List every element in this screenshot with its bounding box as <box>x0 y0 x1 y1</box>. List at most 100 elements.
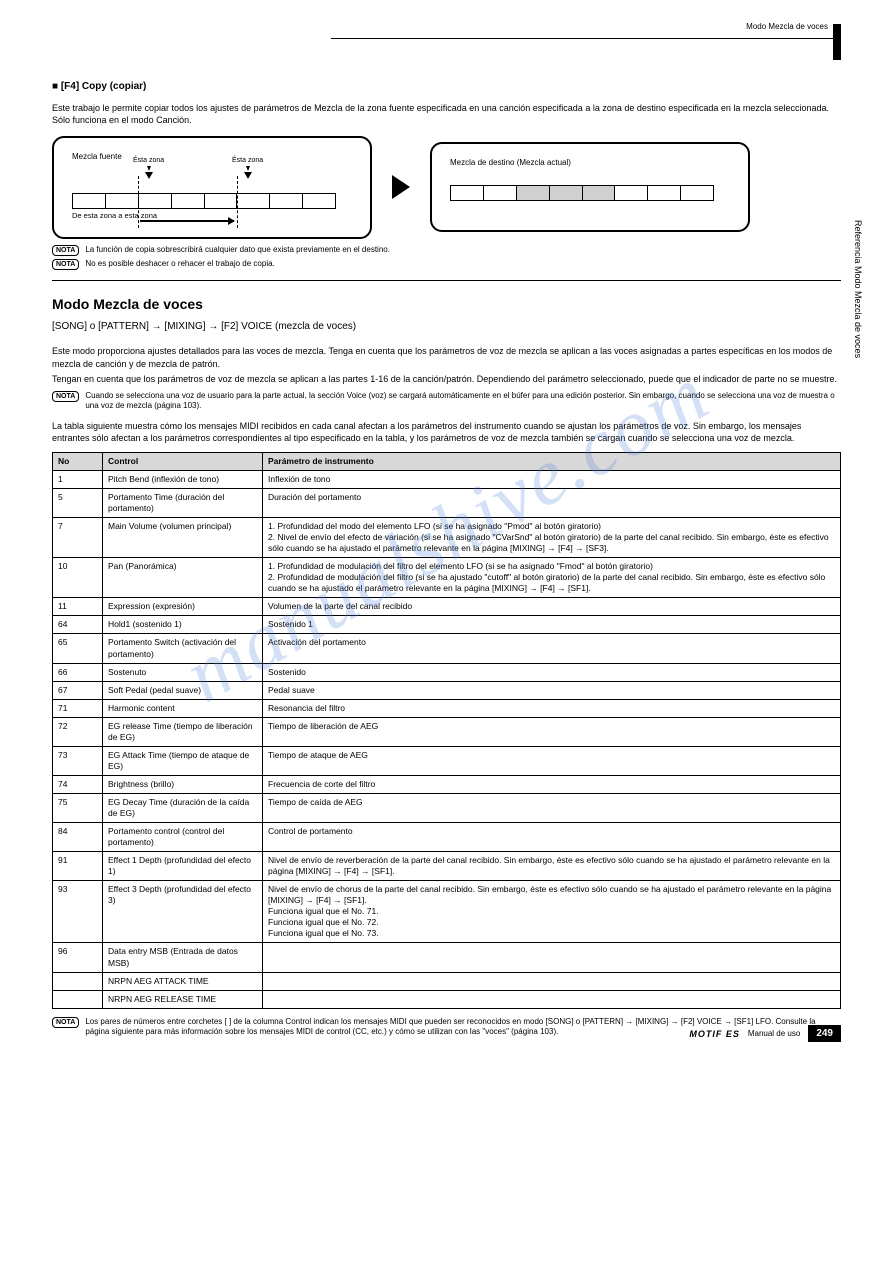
nota-2: NOTA No es posible deshacer o rehacer el… <box>52 259 841 270</box>
table-row: 96Data entry MSB (Entrada de datos MSB) <box>53 943 841 972</box>
table-cell: Harmonic content <box>103 699 263 717</box>
table-cell: Main Volume (volumen principal) <box>103 518 263 558</box>
nota-3: NOTA Cuando se selecciona una voz de usu… <box>52 391 841 412</box>
table-cell: Volumen de la parte del canal recibido <box>263 598 841 616</box>
table-cell: Sostenuto <box>103 663 263 681</box>
table-cell: 64 <box>53 616 103 634</box>
table-cell: Effect 3 Depth (profundidad del efecto 3… <box>103 881 263 943</box>
divider <box>52 280 841 281</box>
table-row: 91Effect 1 Depth (profundidad del efecto… <box>53 852 841 881</box>
source-mix-box: Mezcla fuente Ésta zona Ésta zona <box>52 136 372 239</box>
dest-mix-label: Mezcla de destino (Mezcla actual) <box>450 158 730 169</box>
table-cell: 72 <box>53 717 103 746</box>
table-cell: 93 <box>53 881 103 943</box>
col-param: Parámetro de instrumento <box>263 452 841 470</box>
source-mix-label: Mezcla fuente <box>72 152 352 163</box>
table-cell: Data entry MSB (Entrada de datos MSB) <box>103 943 263 972</box>
voice-p3: La tabla siguiente muestra cómo los mens… <box>52 420 841 444</box>
table-row: 72EG release Time (tiempo de liberación … <box>53 717 841 746</box>
table-cell: Effect 1 Depth (profundidad del efecto 1… <box>103 852 263 881</box>
table-row: 1Pitch Bend (inflexión de tono)Inflexión… <box>53 470 841 488</box>
voice-mode-tag: [SONG] o [PATTERN] → [MIXING] → [F2] VOI… <box>52 320 841 334</box>
table-row: 11Expression (expresión)Volumen de la pa… <box>53 598 841 616</box>
table-cell: NRPN AEG RELEASE TIME <box>103 990 263 1008</box>
table-row: 71Harmonic contentResonancia del filtro <box>53 699 841 717</box>
voice-p1: Este modo proporciona ajustes detallados… <box>52 345 841 369</box>
table-cell: 66 <box>53 663 103 681</box>
sidebar-label: Referencia Modo Mezcla de voces <box>853 220 863 358</box>
voice-mode-title: Modo Mezcla de voces <box>52 295 841 314</box>
header-rule <box>331 38 841 39</box>
table-row: 67Soft Pedal (pedal suave)Pedal suave <box>53 681 841 699</box>
table-row: 93Effect 3 Depth (profundidad del efecto… <box>53 881 841 943</box>
table-row: NRPN AEG ATTACK TIME <box>53 972 841 990</box>
nota-badge: NOTA <box>52 259 79 270</box>
copy-body: Este trabajo le permite copiar todos los… <box>52 102 841 126</box>
table-cell: Portamento control (control del portamen… <box>103 823 263 852</box>
table-row: 7Main Volume (volumen principal)1. Profu… <box>53 518 841 558</box>
table-cell: 67 <box>53 681 103 699</box>
table-cell: Tiempo de liberación de AEG <box>263 717 841 746</box>
table-cell: Frecuencia de corte del filtro <box>263 775 841 793</box>
table-row: 75EG Decay Time (duración de la caída de… <box>53 793 841 822</box>
table-cell: Inflexión de tono <box>263 470 841 488</box>
dest-cells <box>450 185 714 201</box>
manual-label: Manual de uso <box>748 1029 800 1038</box>
nota-badge: NOTA <box>52 391 79 402</box>
table-cell: Soft Pedal (pedal suave) <box>103 681 263 699</box>
table-cell: Nivel de envío de chorus de la parte del… <box>263 881 841 943</box>
table-cell: Portamento Switch (activación del portam… <box>103 634 263 663</box>
table-cell <box>263 990 841 1008</box>
table-cell <box>53 972 103 990</box>
table-row: 84Portamento control (control del portam… <box>53 823 841 852</box>
table-cell: 84 <box>53 823 103 852</box>
table-cell: Pitch Bend (inflexión de tono) <box>103 470 263 488</box>
table-cell: Sostenido <box>263 663 841 681</box>
table-cell: Expression (expresión) <box>103 598 263 616</box>
table-cell: Duración del portamento <box>263 489 841 518</box>
table-cell: 1. Profundidad de modulación del filtro … <box>263 558 841 598</box>
col-control: Control <box>103 452 263 470</box>
table-cell: EG Decay Time (duración de la caída de E… <box>103 793 263 822</box>
table-cell: 1. Profundidad del modo del elemento LFO… <box>263 518 841 558</box>
table-cell: 65 <box>53 634 103 663</box>
table-cell: Pedal suave <box>263 681 841 699</box>
table-cell: Control de portamento <box>263 823 841 852</box>
table-cell: Sostenido 1 <box>263 616 841 634</box>
table-row: 66SostenutoSostenido <box>53 663 841 681</box>
table-row: 10Pan (Panorámica)1. Profundidad de modu… <box>53 558 841 598</box>
nota-badge: NOTA <box>52 1017 79 1028</box>
table-cell: Activación del portamento <box>263 634 841 663</box>
brand-logo: MOTIF ES <box>689 1029 740 1039</box>
footer: MOTIF ES Manual de uso 249 <box>689 1025 841 1042</box>
table-cell: 91 <box>53 852 103 881</box>
table-cell: 7 <box>53 518 103 558</box>
table-row: 5Portamento Time (duración del portament… <box>53 489 841 518</box>
table-row: 65Portamento Switch (activación del port… <box>53 634 841 663</box>
table-row: 74Brightness (brillo)Frecuencia de corte… <box>53 775 841 793</box>
table-cell: 96 <box>53 943 103 972</box>
voice-p2: Tengan en cuenta que los parámetros de v… <box>52 373 841 385</box>
table-row: NRPN AEG RELEASE TIME <box>53 990 841 1008</box>
source-cells <box>72 193 336 209</box>
table-cell: 71 <box>53 699 103 717</box>
range-arrow <box>140 220 234 222</box>
table-cell: Tiempo de ataque de AEG <box>263 746 841 775</box>
table-cell: 5 <box>53 489 103 518</box>
table-cell: 74 <box>53 775 103 793</box>
table-cell: 10 <box>53 558 103 598</box>
col-no: No <box>53 452 103 470</box>
table-cell: NRPN AEG ATTACK TIME <box>103 972 263 990</box>
copy-heading: ■ [F4] Copy (copiar) <box>52 80 841 94</box>
table-cell: Hold1 (sostenido 1) <box>103 616 263 634</box>
dest-mix-box: Mezcla de destino (Mezcla actual) <box>430 142 750 232</box>
table-cell <box>263 943 841 972</box>
table-cell <box>53 990 103 1008</box>
table-cell <box>263 972 841 990</box>
page-number: 249 <box>808 1025 841 1042</box>
table-cell: 11 <box>53 598 103 616</box>
page-category: Modo Mezcla de voces <box>746 22 828 31</box>
table-cell: Portamento Time (duración del portamento… <box>103 489 263 518</box>
table-row: 64Hold1 (sostenido 1)Sostenido 1 <box>53 616 841 634</box>
table-cell: 1 <box>53 470 103 488</box>
